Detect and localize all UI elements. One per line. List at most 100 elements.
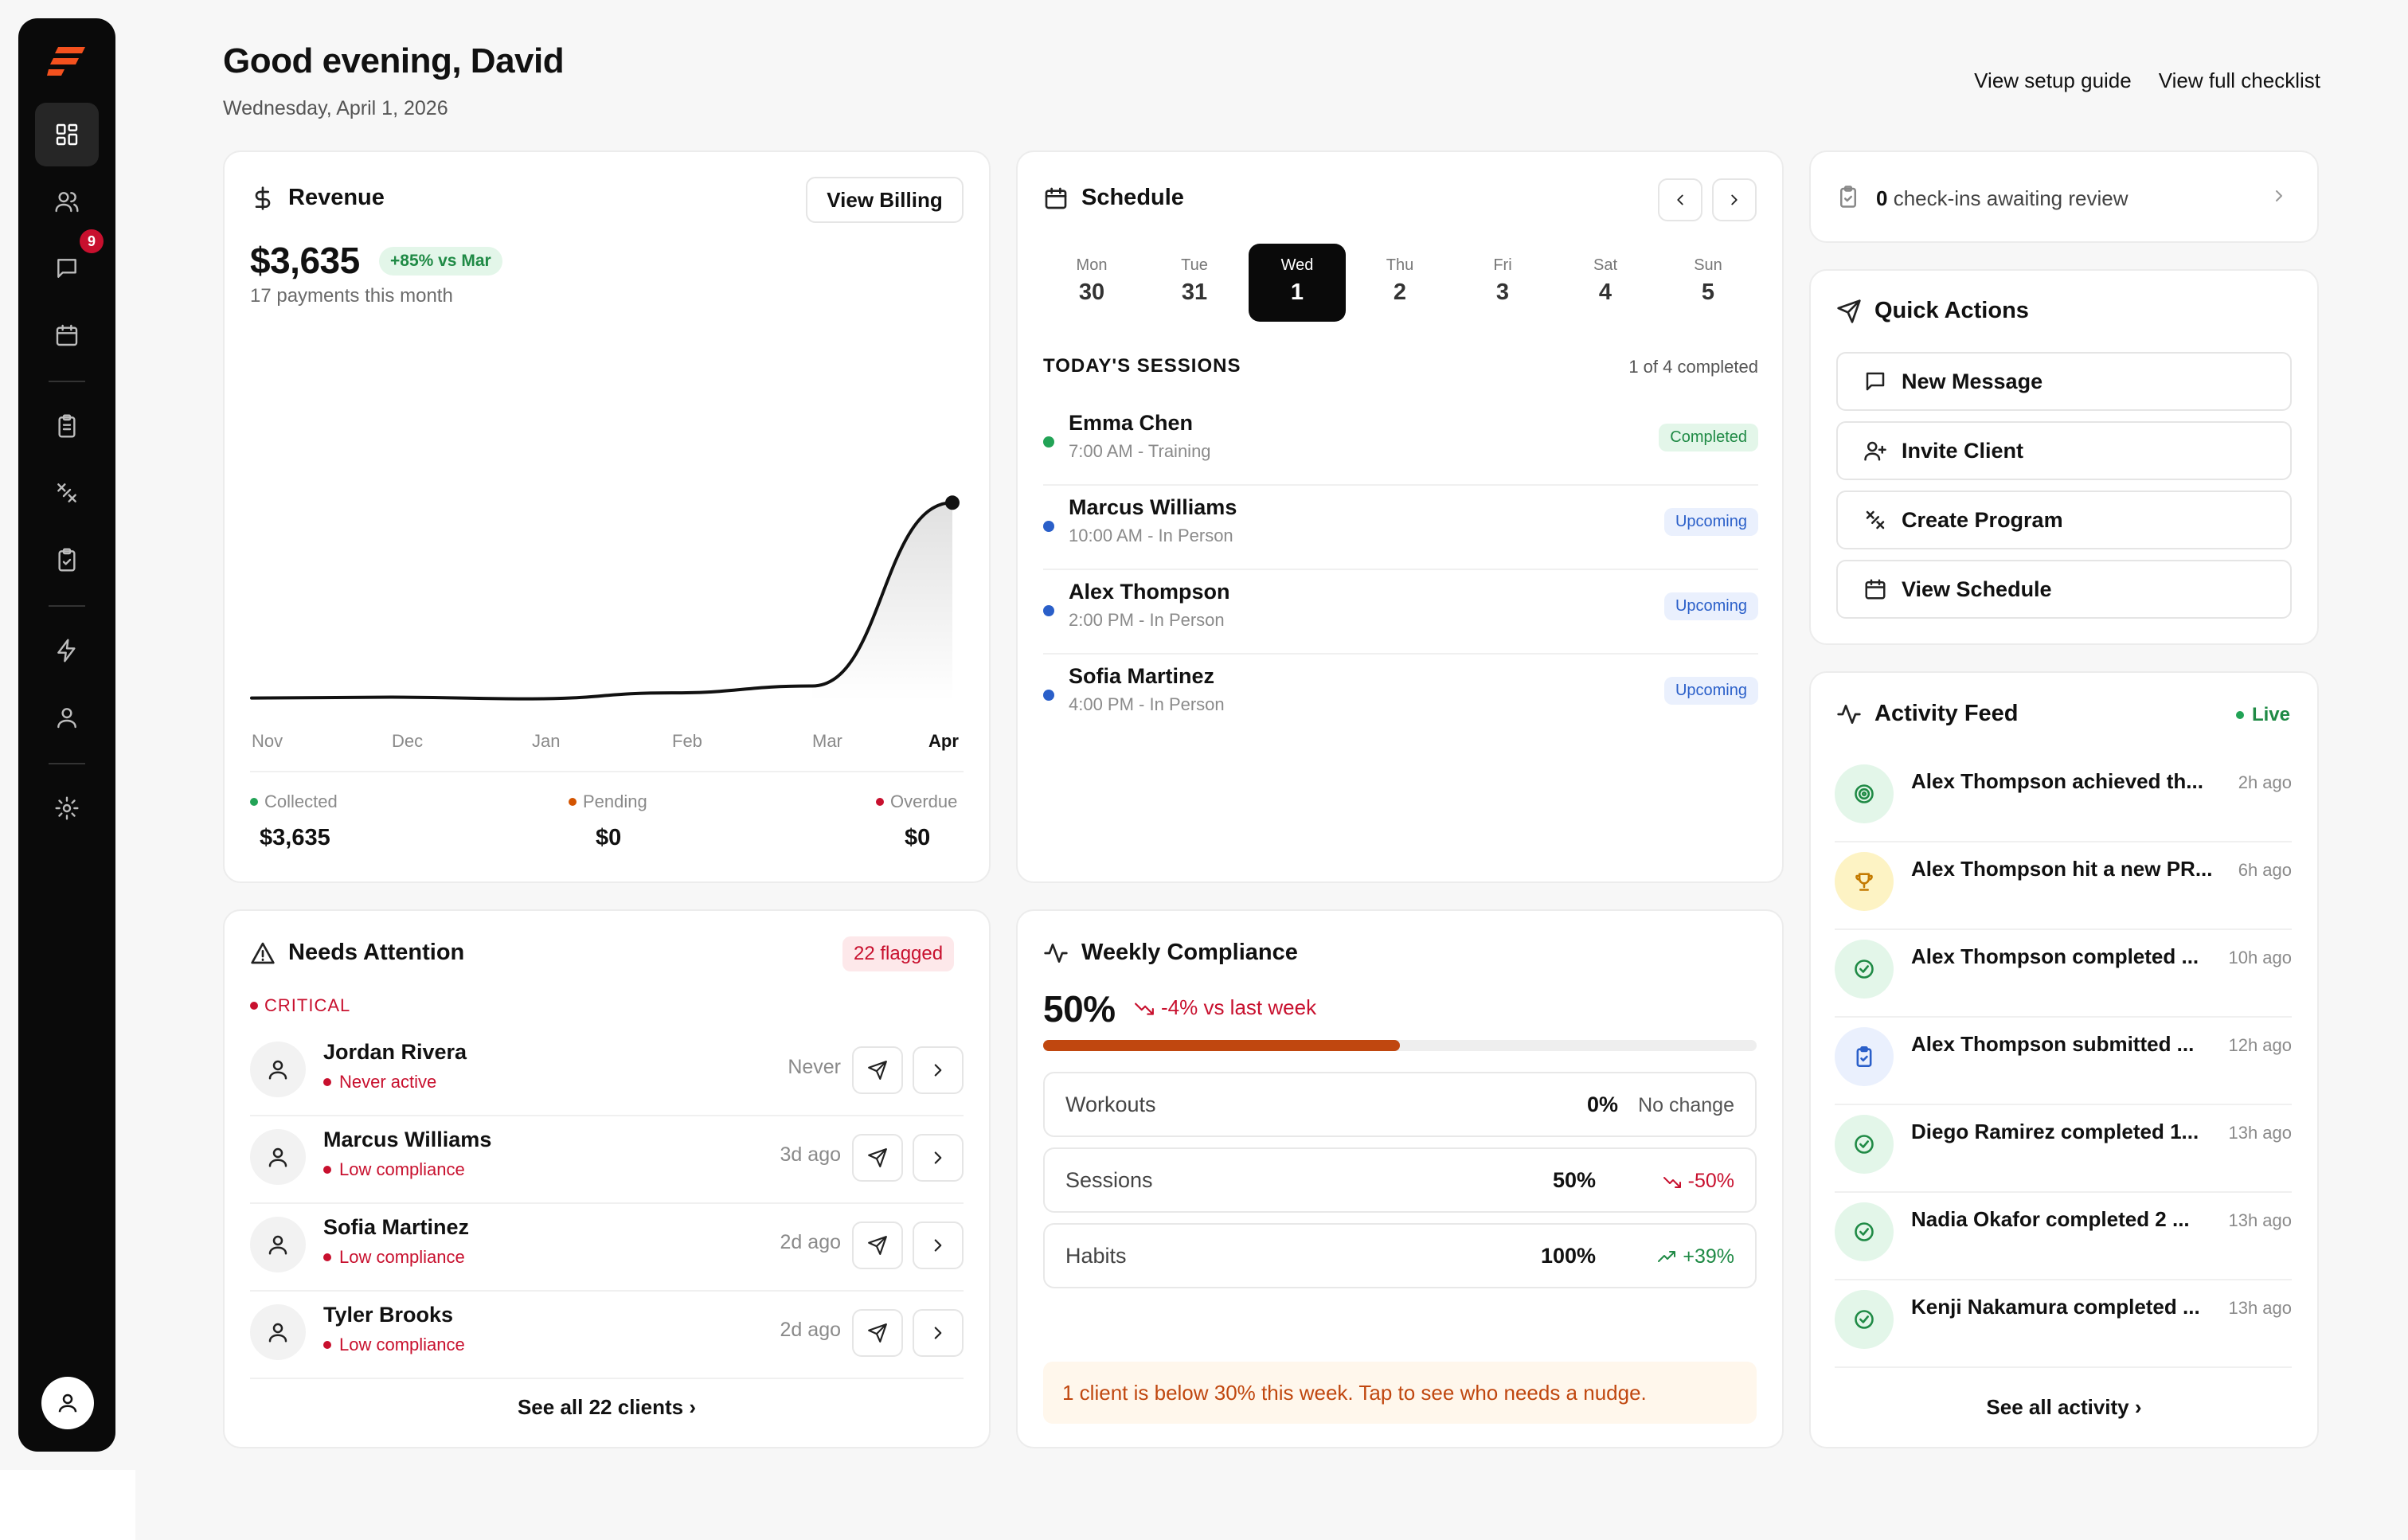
activity-item[interactable]: Alex Thompson completed ... 10h ago [1835,930,2292,1018]
sidebar-item-automations[interactable] [35,619,99,682]
app-logo[interactable] [47,44,87,79]
send-nudge-button[interactable] [852,1221,903,1269]
activity-item[interactable]: Kenji Nakamura completed ... 13h ago [1835,1280,2292,1368]
see-all-activity-link[interactable]: See all activity › [1986,1395,2142,1419]
see-all-clients-link[interactable]: See all 22 clients › [517,1395,697,1419]
sidebar-item-checkins[interactable] [35,528,99,592]
session-row[interactable]: Alex Thompson 2:00 PM - In Person Upcomi… [1043,570,1758,655]
activity-item[interactable]: Nadia Okafor completed 2 ... 13h ago [1835,1193,2292,1280]
needs-attention-card [223,909,991,1448]
overdue-value: $0 [905,825,931,850]
create-program-button[interactable]: Create Program [1836,491,2292,549]
view-billing-button[interactable]: View Billing [806,177,964,223]
activity-icon-bg [1835,1202,1894,1261]
activity-item[interactable]: Alex Thompson achieved th... 2h ago [1835,755,2292,842]
client-row[interactable]: Sofia Martinez Low compliance 2d ago [250,1204,964,1292]
send-nudge-button[interactable] [852,1046,903,1094]
day-wed[interactable]: Wed 1 [1249,244,1346,322]
activity-item[interactable]: Diego Ramirez completed 1... 13h ago [1835,1105,2292,1193]
new-message-button[interactable]: New Message [1836,352,2292,411]
sidebar-item-settings[interactable] [35,776,99,840]
revenue-divider [250,771,964,772]
sidebar-item-messages[interactable] [35,236,99,300]
day-tue[interactable]: Tue 31 [1181,256,1208,305]
messages-badge: 9 [80,229,104,253]
session-row[interactable]: Emma Chen 7:00 AM - Training Completed [1043,401,1758,486]
send-nudge-button[interactable] [852,1309,903,1357]
open-client-button[interactable] [913,1309,964,1357]
revenue-amount: $3,635 [250,240,360,281]
activity-icon-bg [1835,940,1894,999]
user-icon [268,1323,287,1343]
sidebar-footer-blank [0,1470,135,1540]
user-icon [268,1060,287,1080]
day-mon[interactable]: Mon 30 [1076,256,1108,305]
full-checklist-link[interactable]: View full checklist [2158,68,2320,92]
client-row[interactable]: Jordan Rivera Never active Never [250,1029,964,1116]
open-client-button[interactable] [913,1046,964,1094]
header-links: View setup guide View full checklist [1974,68,2320,93]
activity-icon-bg [1835,764,1894,823]
sidebar-item-dashboard[interactable] [35,103,99,166]
warning-icon [251,942,275,963]
view-schedule-button[interactable]: View Schedule [1836,560,2292,619]
status-badge: Upcoming [1663,592,1758,620]
clipboard-check-icon [1856,1046,1872,1067]
compliance-nudge-banner[interactable]: 1 client is below 30% this week. Tap to … [1043,1362,1757,1424]
x-tick-label: Feb [672,731,702,751]
trend-down-icon [1663,1176,1681,1188]
client-row[interactable]: Marcus Williams Low compliance 3d ago [250,1116,964,1204]
pending-dot [569,798,577,806]
sidebar-item-clipboard[interactable] [35,394,99,458]
activity-icon-bg [1835,852,1894,911]
send-icon [868,1323,887,1343]
session-row[interactable]: Marcus Williams 10:00 AM - In Person Upc… [1043,486,1758,570]
programs-icon [1866,510,1885,530]
compliance-row-sessions: Sessions 50% -50% [1043,1147,1757,1213]
session-status-dot [1043,690,1054,701]
session-status-dot [1043,436,1054,448]
live-indicator: Live [2235,704,2290,726]
schedule-next-button[interactable] [1712,178,1757,221]
day-thu[interactable]: Thu 2 [1386,256,1414,305]
activity-item[interactable]: Alex Thompson hit a new PR... 6h ago [1835,842,2292,930]
session-row[interactable]: Sofia Martinez 4:00 PM - In Person Upcom… [1043,655,1758,739]
activity-icon-bg [1835,1290,1894,1349]
sidebar-item-team[interactable] [35,686,99,749]
user-avatar[interactable] [41,1377,94,1429]
chevron-right-icon [934,1239,942,1252]
day-fri[interactable]: Fri 3 [1493,256,1512,305]
team-icon [57,708,76,729]
day-sun[interactable]: Sun 5 [1694,256,1722,305]
user-icon [268,1235,287,1255]
sidebar-item-calendar[interactable] [35,303,99,367]
open-client-button[interactable] [913,1221,964,1269]
schedule-prev-button[interactable] [1658,178,1702,221]
revenue-title: Revenue [250,185,385,211]
client-row[interactable]: Tyler Brooks Low compliance 2d ago [250,1292,964,1379]
sidebar-item-programs[interactable] [35,461,99,525]
compliance-change: -4% vs last week [1134,995,1316,1020]
chevron-right-icon [934,1327,942,1339]
sidebar-divider [49,605,85,607]
check-circle-icon [1855,1135,1874,1154]
setup-guide-link[interactable]: View setup guide [1974,68,2132,92]
legend-pending: Pending [569,791,647,812]
send-nudge-button[interactable] [852,1134,903,1182]
x-tick-label: Jan [532,731,561,751]
day-sat[interactable]: Sat 4 [1593,256,1618,305]
checkins-card[interactable] [1809,150,2319,243]
invite-client-button[interactable]: Invite Client [1836,421,2292,480]
client-avatar [250,1129,306,1185]
open-client-button[interactable] [913,1134,964,1182]
trend-up-icon [1658,1250,1676,1262]
dollar-icon [255,186,271,210]
activity-item[interactable]: Alex Thompson submitted ... 12h ago [1835,1018,2292,1105]
messages-icon [57,259,76,278]
sidebar-item-clients[interactable] [35,170,99,233]
revenue-area [812,502,952,701]
trend-down-icon [1135,1003,1154,1015]
revenue-chart [250,495,960,701]
revenue-last-point[interactable] [945,495,960,510]
target-icon [1855,784,1874,803]
